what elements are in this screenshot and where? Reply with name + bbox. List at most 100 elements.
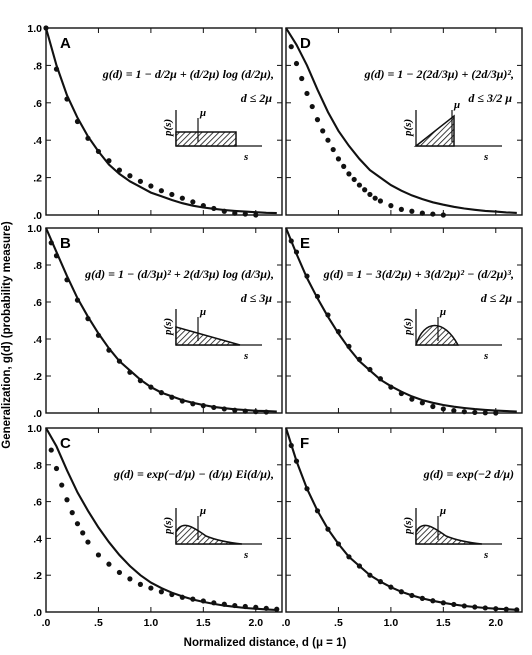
x-tick-label: .5 <box>334 617 343 629</box>
data-point <box>137 178 143 184</box>
y-tick-label: .2 <box>33 371 42 383</box>
data-point <box>53 66 60 72</box>
data-point <box>232 407 238 413</box>
data-point <box>304 486 310 492</box>
data-point <box>148 585 154 591</box>
data-point <box>330 146 336 153</box>
y-tick-label: .4 <box>33 533 42 545</box>
data-point <box>85 135 91 141</box>
series-line <box>45 427 277 612</box>
data-point <box>377 198 383 204</box>
data-point <box>461 409 467 415</box>
data-point <box>242 211 248 217</box>
data-point <box>95 552 102 558</box>
data-point <box>377 376 383 382</box>
data-point <box>116 167 123 173</box>
panel-condition: d ≤ 3/2 μ <box>468 91 512 105</box>
inset-x-label: s <box>243 549 248 561</box>
panel-formula: g(d) = 1 − d/2μ + (d/2μ) log (d/2μ), <box>102 67 274 81</box>
panel-frame <box>45 427 283 613</box>
data-point <box>335 541 342 547</box>
data-point <box>253 212 259 218</box>
y-tick-label: .0 <box>33 210 42 222</box>
data-point <box>59 482 65 488</box>
data-point <box>74 118 81 125</box>
inset-x-label: s <box>483 151 488 163</box>
data-point <box>106 158 112 164</box>
data-point <box>221 208 227 214</box>
panel-frame <box>45 227 283 414</box>
x-tick-label: 1.0 <box>384 617 399 629</box>
inset-x-label: s <box>243 350 248 362</box>
data-point <box>451 407 457 414</box>
x-tick-label: 1.5 <box>196 617 211 629</box>
panel-b: 1.0 .8 .6 .4 .2 .0 Bg(d) = 1 − (d/3μ)² + 2(d/3… <box>27 223 283 420</box>
data-point <box>232 602 238 609</box>
data-point <box>85 539 91 545</box>
data-point <box>288 238 294 244</box>
data-point <box>419 210 425 216</box>
data-point <box>74 297 81 303</box>
panel-formula: g(d) = exp(−2 d/μ) <box>423 467 514 481</box>
data-point <box>377 579 383 585</box>
data-point <box>472 409 478 416</box>
inset-mu-label: μ <box>453 99 460 111</box>
data-point <box>69 510 75 516</box>
data-point <box>288 44 294 50</box>
panel-letter: F <box>300 435 309 452</box>
data-point <box>190 199 196 205</box>
inset-mu-label: μ <box>199 505 206 517</box>
data-point <box>169 591 175 598</box>
panel-formula: g(d) = 1 − 3(d/2μ) + 3(d/2μ)² − (d/2μ)³, <box>323 267 514 281</box>
x-tick-label: 2.0 <box>248 617 263 629</box>
data-point <box>514 607 520 613</box>
panel-letter: C <box>60 435 71 452</box>
y-tick-label: .6 <box>33 297 42 309</box>
y-tick-label: .6 <box>33 98 42 110</box>
data-point <box>346 343 352 349</box>
data-point <box>137 378 143 384</box>
data-point <box>398 206 404 212</box>
data-point <box>398 390 404 397</box>
data-point <box>388 203 394 209</box>
inset-distribution: μ p(s) s <box>402 505 502 561</box>
x-axis-title: Normalized distance, d (μ = 1) <box>184 637 347 649</box>
data-point <box>440 600 446 606</box>
panel-formula: g(d) = 1 − (d/3μ)² + 2(d/3μ) log (d/3μ), <box>84 267 274 281</box>
data-point <box>253 409 259 415</box>
panel-e: Eg(d) = 1 − 3(d/2μ) + 3(d/2μ)² − (d/2μ)³… <box>285 227 523 416</box>
data-point <box>64 96 70 102</box>
data-point <box>169 191 175 198</box>
data-point <box>127 576 133 582</box>
data-point <box>64 277 70 283</box>
y-tick-label: .0 <box>33 408 42 420</box>
inset-distribution: μ p(s) s <box>162 505 262 561</box>
y-tick-label: .8 <box>33 460 42 472</box>
data-point <box>158 589 164 595</box>
data-point <box>356 182 363 188</box>
panel-letter: A <box>60 35 71 52</box>
inset-shape <box>175 326 241 346</box>
data-point <box>293 458 300 464</box>
data-point <box>362 187 368 193</box>
data-point <box>356 563 363 569</box>
inset-shape <box>415 524 483 545</box>
data-point <box>148 384 154 390</box>
data-point <box>179 398 185 404</box>
inset-x-label: s <box>483 350 488 362</box>
data-point <box>85 316 91 322</box>
data-point <box>293 60 300 67</box>
panel-formula: g(d) = exp(−d/μ) − (d/μ) Ei(d/μ), <box>113 467 274 481</box>
inset-x-label: s <box>243 151 248 163</box>
data-point <box>351 176 357 183</box>
inset-distribution: μ p(s) s <box>402 306 502 362</box>
inset-distribution: μ p(s) s <box>162 306 262 362</box>
data-point <box>304 273 310 279</box>
data-point <box>341 163 347 169</box>
inset-mu-label: μ <box>199 107 206 119</box>
data-point <box>409 592 415 599</box>
y-tick-label: 1.0 <box>27 223 42 235</box>
inset-y-label: p(s) <box>162 318 174 336</box>
data-point <box>367 191 373 198</box>
y-tick-label: .2 <box>33 570 42 582</box>
